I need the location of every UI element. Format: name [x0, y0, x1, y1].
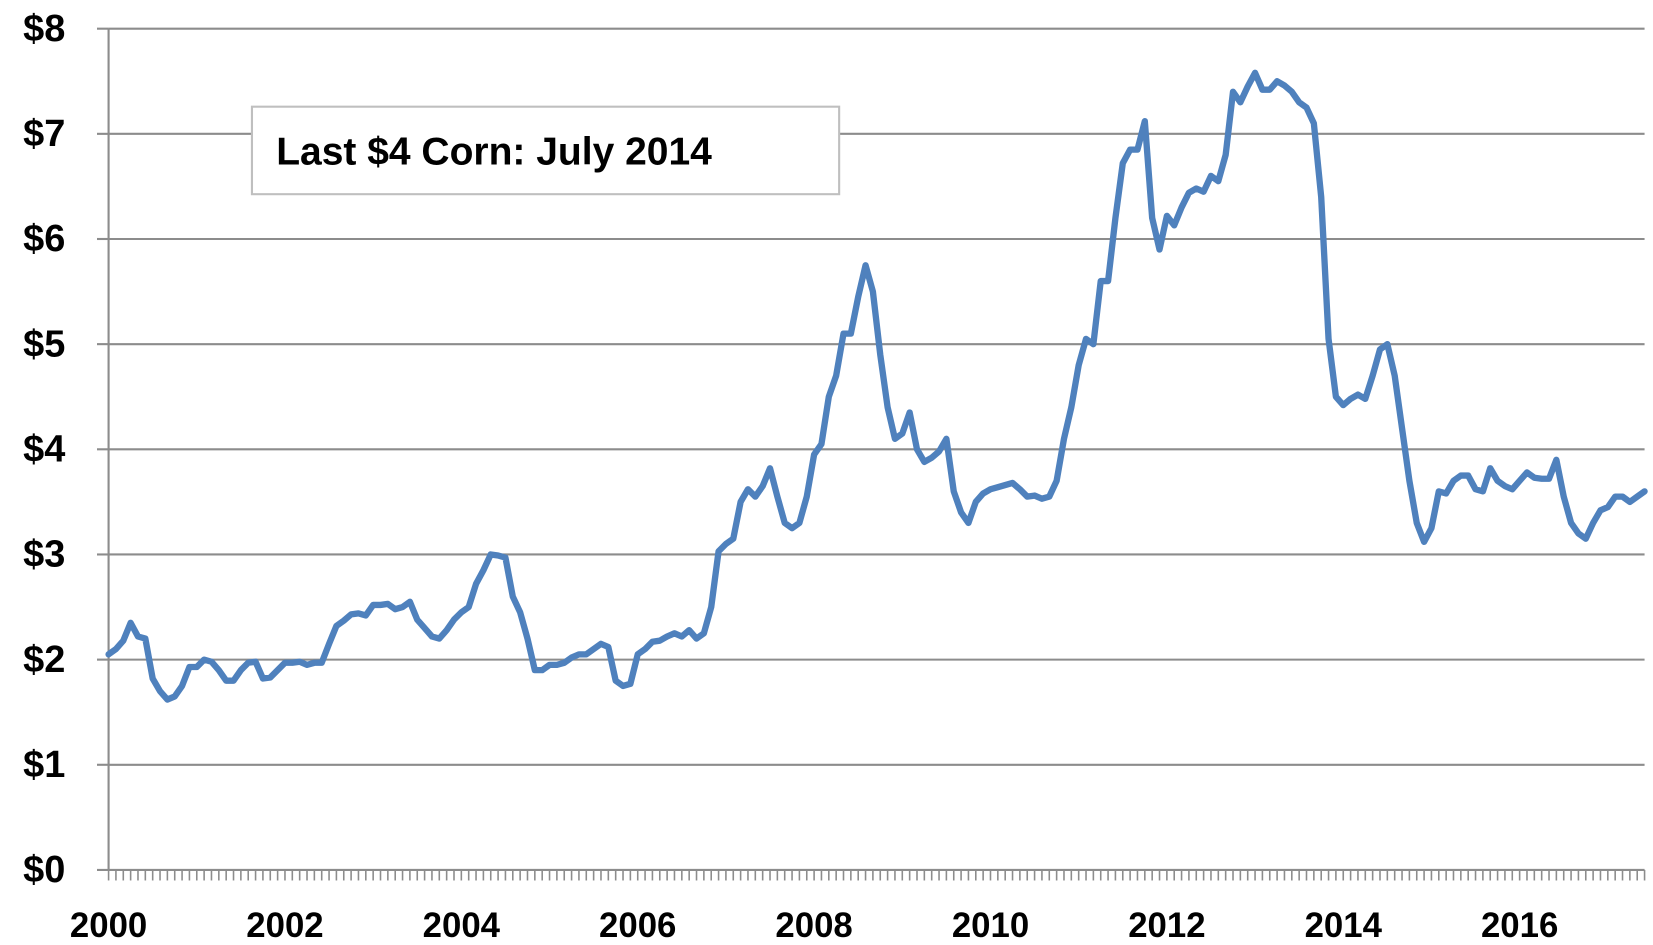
x-tick-label: 2004	[423, 907, 501, 945]
x-tick-label: 2014	[1305, 907, 1383, 945]
y-tick-label: $5	[23, 323, 65, 365]
x-tick-label: 2016	[1481, 907, 1558, 945]
y-tick-label: $3	[23, 534, 65, 576]
x-tick-label: 2002	[246, 907, 323, 945]
y-tick-label: $1	[23, 744, 65, 786]
y-tick-label: $4	[23, 428, 65, 470]
y-tick-label: $6	[23, 218, 65, 260]
x-tick-label: 2000	[70, 907, 147, 945]
x-tick-label: 2006	[599, 907, 676, 945]
y-tick-label: $0	[23, 849, 65, 891]
annotation: Last $4 Corn: July 2014	[276, 130, 712, 173]
x-tick-label: 2012	[1128, 907, 1205, 945]
price-line	[105, 69, 1648, 703]
y-tick-label: $7	[23, 113, 65, 155]
annotation-box	[250, 105, 841, 196]
y-tick-label: $2	[23, 639, 65, 681]
x-tick-label: 2008	[775, 907, 852, 945]
x-tick-label: 2010	[952, 907, 1029, 945]
y-tick-label: $8	[23, 8, 65, 50]
